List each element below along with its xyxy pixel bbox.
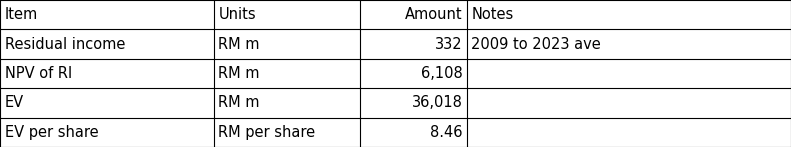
Text: Amount: Amount xyxy=(405,7,463,22)
Text: RM per share: RM per share xyxy=(218,125,316,140)
Text: RM m: RM m xyxy=(218,66,259,81)
Text: 8.46: 8.46 xyxy=(430,125,463,140)
Text: EV per share: EV per share xyxy=(5,125,98,140)
Text: RM m: RM m xyxy=(218,37,259,52)
Text: Residual income: Residual income xyxy=(5,37,125,52)
Text: EV: EV xyxy=(5,95,24,110)
Text: Item: Item xyxy=(5,7,38,22)
Text: 2009 to 2023 ave: 2009 to 2023 ave xyxy=(471,37,601,52)
Text: RM m: RM m xyxy=(218,95,259,110)
Text: 332: 332 xyxy=(435,37,463,52)
Text: 36,018: 36,018 xyxy=(412,95,463,110)
Text: NPV of RI: NPV of RI xyxy=(5,66,72,81)
Text: 6,108: 6,108 xyxy=(421,66,463,81)
Text: Notes: Notes xyxy=(471,7,513,22)
Text: Units: Units xyxy=(218,7,256,22)
